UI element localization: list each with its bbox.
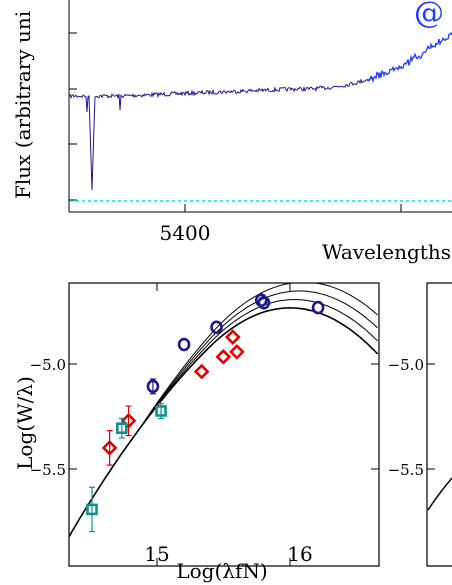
cog-point-circle bbox=[177, 337, 191, 352]
second-cog-curve bbox=[427, 477, 452, 511]
second-cog-y-tick-5.5: −5.5 bbox=[388, 461, 424, 479]
second-cog-y-tick-5.0: −5.0 bbox=[388, 356, 424, 374]
cog-error-bar bbox=[106, 430, 113, 466]
cog-curves bbox=[69, 283, 379, 538]
spectrum-y-axis-label: Flux (arbitrary uni bbox=[11, 11, 35, 199]
second-cog-frame bbox=[426, 282, 452, 567]
cog-error-bar bbox=[125, 405, 132, 437]
cog-frame bbox=[68, 282, 380, 567]
spectrum-trace-blue bbox=[367, 31, 452, 84]
cog-point-circle bbox=[146, 379, 160, 394]
cog-point-diamond bbox=[193, 363, 210, 380]
cog-x-tick-16: 16 bbox=[287, 542, 312, 566]
cog-error-bar bbox=[118, 417, 125, 439]
cog-point-square bbox=[155, 405, 167, 417]
cog-point-diamond bbox=[224, 329, 241, 345]
cog-model-curve bbox=[69, 307, 379, 538]
cog-point-square bbox=[86, 503, 98, 516]
cog-point-diamond bbox=[229, 344, 245, 360]
second-cog-panel: −5.0 −5.5 bbox=[388, 282, 452, 567]
spectrum-x-axis-label: Wavelengths bbox=[322, 240, 451, 264]
spectrum-x-ticks bbox=[184, 204, 402, 212]
spectrum-panel: 5400 Wavelengths Flux (arbitrary uni @ bbox=[11, 0, 452, 264]
cog-model-curve bbox=[69, 290, 378, 537]
cog-point-diamond bbox=[215, 348, 232, 365]
cog-x-tick-15: 15 bbox=[144, 542, 169, 566]
cog-x-axis-label: Log(λfN) bbox=[176, 559, 267, 583]
cog-point-square bbox=[115, 422, 128, 434]
spectrum-y-ticks bbox=[69, 32, 77, 201]
cog-y-tick-5.5: −5.5 bbox=[30, 461, 66, 479]
cog-points bbox=[86, 293, 325, 533]
cog-point-circle bbox=[254, 293, 268, 308]
cog-point-circle bbox=[311, 300, 325, 315]
cog-point-circle bbox=[210, 320, 223, 335]
cog-y-axis-label: Log(W/λ) bbox=[13, 376, 37, 470]
cog-error-bar bbox=[89, 486, 96, 533]
cog-axis-ticks bbox=[69, 283, 379, 566]
spectrum-x-tick-label: 5400 bbox=[160, 221, 211, 245]
cog-point-diamond bbox=[101, 440, 118, 456]
spectrum-trace-dark bbox=[69, 77, 373, 191]
cog-y-tick-5.0: −5.0 bbox=[30, 356, 66, 374]
cog-panel: 15 16 −5.0 −5.5 Log(λfN) Log(W/λ) bbox=[13, 282, 380, 583]
spectrum-corner-glyph: @ bbox=[414, 0, 444, 31]
cog-model-curve bbox=[69, 283, 378, 537]
cog-point-circle bbox=[257, 295, 271, 310]
